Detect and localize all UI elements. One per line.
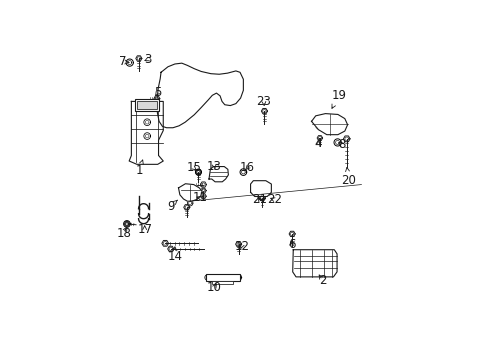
Text: 18: 18 bbox=[116, 226, 131, 240]
Polygon shape bbox=[293, 250, 337, 277]
Text: 19: 19 bbox=[331, 89, 346, 108]
Text: 2: 2 bbox=[319, 274, 326, 287]
Polygon shape bbox=[250, 181, 271, 197]
Text: 6: 6 bbox=[288, 238, 295, 251]
Text: 11: 11 bbox=[193, 192, 208, 204]
Polygon shape bbox=[178, 184, 202, 201]
Text: 14: 14 bbox=[168, 247, 183, 263]
Text: 8: 8 bbox=[338, 138, 345, 151]
Polygon shape bbox=[209, 167, 228, 182]
Polygon shape bbox=[129, 102, 163, 164]
FancyBboxPatch shape bbox=[137, 101, 157, 109]
Text: 7: 7 bbox=[119, 55, 129, 68]
Text: 16: 16 bbox=[240, 161, 255, 175]
Polygon shape bbox=[312, 114, 347, 135]
Text: 3: 3 bbox=[145, 53, 152, 66]
Text: 13: 13 bbox=[207, 160, 222, 173]
Text: 9: 9 bbox=[167, 200, 177, 213]
Text: 17: 17 bbox=[137, 223, 152, 236]
Text: 12: 12 bbox=[234, 240, 249, 253]
Text: 22: 22 bbox=[267, 193, 282, 206]
Text: 21: 21 bbox=[252, 193, 267, 206]
Text: 23: 23 bbox=[256, 95, 271, 108]
Text: 20: 20 bbox=[342, 167, 356, 187]
Text: 1: 1 bbox=[135, 160, 143, 177]
Text: 5: 5 bbox=[154, 86, 161, 99]
Text: 10: 10 bbox=[207, 281, 221, 294]
Text: 4: 4 bbox=[315, 137, 322, 150]
FancyBboxPatch shape bbox=[135, 99, 159, 111]
FancyBboxPatch shape bbox=[212, 281, 233, 284]
Text: 15: 15 bbox=[186, 161, 201, 175]
Polygon shape bbox=[157, 63, 244, 128]
FancyBboxPatch shape bbox=[206, 274, 240, 281]
